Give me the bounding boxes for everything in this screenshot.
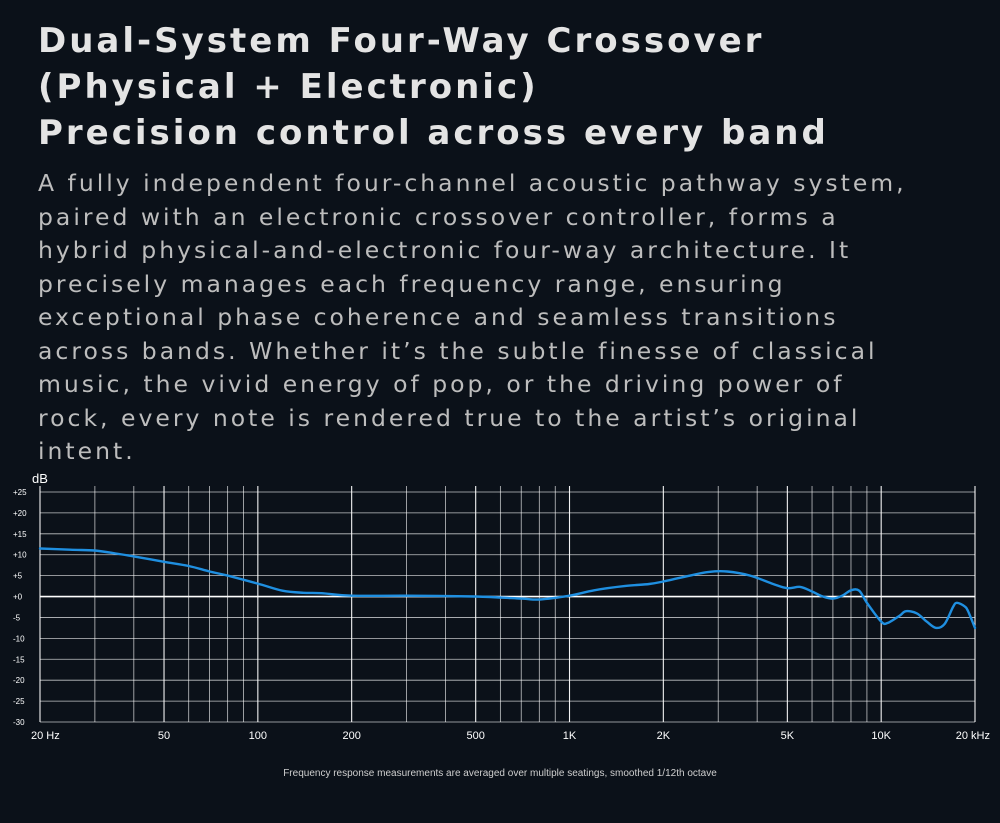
x-tick-label: 10K: [871, 730, 891, 742]
y-tick-label: +10: [13, 551, 27, 560]
x-tick-label: 50: [158, 730, 170, 742]
chart-footnote: Frequency response measurements are aver…: [283, 768, 717, 779]
x-tick-label: 100: [249, 730, 267, 742]
x-tick-label: 20 Hz: [31, 730, 60, 742]
x-tick-label: 200: [342, 730, 360, 742]
description-paragraph: A fully independent four-channel acousti…: [38, 169, 907, 465]
y-tick-label: -20: [13, 676, 25, 685]
x-tick-label: 500: [467, 730, 485, 742]
y-tick-label: -15: [13, 655, 25, 664]
headline-line-3: Precision control across every band: [38, 113, 829, 153]
y-tick-label: +5: [13, 572, 23, 581]
frequency-response-chart: +25 +20 +15 +10 +5 +0 -5 -10 -15 -20 -25 -30 20 Hz 50…: [13, 471, 990, 742]
y-tick-label: -10: [13, 634, 25, 643]
x-tick-label: 1K: [563, 730, 577, 742]
x-tick-label: 2K: [657, 730, 671, 742]
y-tick-label: -5: [13, 613, 21, 622]
y-tick-label: -30: [13, 718, 25, 727]
y-axis-label: dB: [32, 471, 48, 486]
y-tick-label: +20: [13, 509, 27, 518]
x-tick-label: 20 kHz: [956, 730, 990, 742]
headline: Dual-System Four-Way Crossover (Physical…: [38, 18, 829, 156]
y-tick-label: +0: [13, 593, 23, 602]
y-tick-label: +25: [13, 488, 27, 497]
headline-line-2: (Physical + Electronic): [38, 67, 539, 107]
y-tick-label: +15: [13, 530, 27, 539]
x-tick-label: 5K: [781, 730, 795, 742]
headline-line-1: Dual-System Four-Way Crossover: [38, 21, 765, 61]
frequency-response-line: [38, 547, 977, 630]
y-tick-label: -25: [13, 697, 25, 706]
